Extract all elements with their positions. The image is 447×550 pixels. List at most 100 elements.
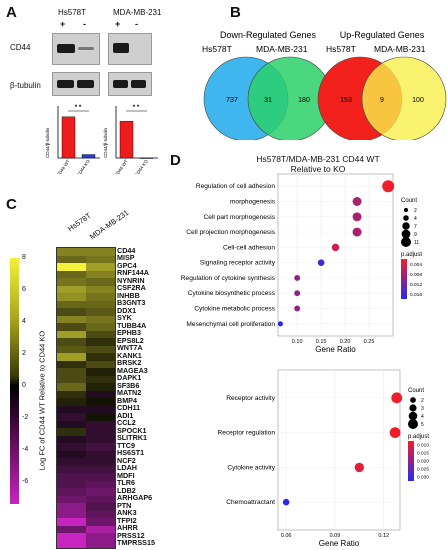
count-legend-dot xyxy=(410,397,416,403)
term-label: Regulation of cytokine synthesis xyxy=(181,275,276,282)
bar-cat: CD44 WT xyxy=(113,159,129,174)
heatmap-cell xyxy=(57,248,86,256)
colorbar-tick: -6 xyxy=(22,478,29,485)
heatmap-cell xyxy=(57,533,86,541)
heatmap-cell xyxy=(86,488,115,496)
term-label: Receptor activity xyxy=(226,395,275,402)
gene-label: CDH11 xyxy=(117,403,141,413)
count-legend-label: 4 xyxy=(421,414,424,420)
term-label: Cytokine metabolic process xyxy=(194,305,275,312)
count-legend-dot xyxy=(409,404,417,412)
count-legend-label: 4 xyxy=(414,216,417,222)
gene-label: AHRR xyxy=(117,523,138,533)
padj-legend-title: p.adjust xyxy=(408,434,429,440)
gene-label: MATN2 xyxy=(117,388,142,398)
heatmap-cell xyxy=(57,390,86,399)
gene-label: DDX1 xyxy=(117,305,137,315)
x-tick-label: 0.15 xyxy=(316,339,327,345)
term-dot xyxy=(352,197,362,206)
gene-label: ADI1 xyxy=(117,410,134,420)
term-dot xyxy=(294,305,301,312)
heatmap-cell xyxy=(57,308,86,316)
heatmap-cell xyxy=(57,293,86,301)
venn-up-right-label: MDA-MB-231 xyxy=(374,44,426,54)
gene-label: RNF144A xyxy=(117,268,149,278)
heatmap-cell xyxy=(57,315,86,324)
dotplot-top: 0.10 0.15 0.20 0.25 Gene Ratio Regulation of … xyxy=(181,173,422,354)
sig-stars: * * xyxy=(133,105,140,111)
term-dot xyxy=(317,259,325,266)
heatmap-cell xyxy=(57,458,86,466)
heatmap-cell xyxy=(57,450,86,459)
heatmap-cell xyxy=(86,353,115,361)
heatmap-cell xyxy=(86,450,115,459)
heatmap-cell xyxy=(86,270,115,279)
gene-label: TLR6 xyxy=(117,478,135,488)
venn-up-left-label: Hs578T xyxy=(326,44,356,54)
heatmap-cell xyxy=(86,360,115,369)
term-dot xyxy=(352,212,362,222)
heatmap-cell xyxy=(86,345,115,354)
heatmap-cell xyxy=(86,428,115,436)
heatmap-cell xyxy=(57,375,86,384)
count-legend-dot xyxy=(408,419,418,429)
heatmap-cell xyxy=(57,405,86,414)
bar-chart-hs578t: CD44/β-tubulin * * CD44 WT CD44 KO xyxy=(45,105,100,174)
padj-legend-label: 0.016 xyxy=(410,292,422,298)
heatmap-cell xyxy=(86,330,115,339)
term-label: Receptor regulation xyxy=(217,430,275,437)
heatmap-cell xyxy=(57,278,86,286)
gene-label: INHBB xyxy=(117,290,140,300)
count-legend-title: Count xyxy=(401,198,417,204)
heatmap-cell xyxy=(86,368,115,376)
gene-label: GPC4 xyxy=(117,260,137,270)
term-label: Chemoattractant xyxy=(226,499,275,506)
term-label: Signaling receptor activity xyxy=(200,260,276,267)
gene-label: PRSS12 xyxy=(117,530,145,540)
term-dot xyxy=(389,427,401,439)
gene-label: TTC9 xyxy=(117,440,135,450)
count-legend-label: 7 xyxy=(414,224,417,230)
heatmap-cell xyxy=(57,473,86,481)
term-label: Mesenchymal cell proliferation xyxy=(186,321,275,328)
lane-sign: - xyxy=(135,19,138,29)
heatmap-cell xyxy=(57,465,86,474)
colorbar-tick: 4 xyxy=(22,318,26,325)
bar-ylabel: CD44/β-tubulin xyxy=(103,127,108,158)
venn-down-left-count: 737 xyxy=(226,97,238,104)
padj-legend-label: 0.008 xyxy=(410,272,422,278)
bar-cat: CD44 WT xyxy=(55,159,71,174)
panel-d-label: D xyxy=(170,152,181,169)
count-legend-dot xyxy=(401,237,411,247)
count-legend-dot xyxy=(408,411,418,421)
heatmap-cell xyxy=(57,285,86,294)
gene-label: EPHB3 xyxy=(117,328,141,338)
heatmap-cell xyxy=(57,428,86,436)
colorbar xyxy=(10,258,19,504)
heatmap-cell xyxy=(86,473,115,481)
gene-label: MAGEA3 xyxy=(117,365,148,375)
bar-chart-mda: CD44/β-tubulin * * CD44 WT CD44 KO xyxy=(103,105,158,174)
gene-label: CCL2 xyxy=(117,418,136,428)
heatmap-cell xyxy=(86,315,115,324)
heatmap-cell xyxy=(57,368,86,376)
heatmap-cell xyxy=(86,458,115,466)
gene-label: NCF2 xyxy=(117,455,136,465)
heatmap-cell xyxy=(86,383,115,391)
gene-label: KANK1 xyxy=(117,350,142,360)
x-tick-label: 0.12 xyxy=(378,533,389,539)
row-label-cd44: CD44 xyxy=(10,43,31,52)
gene-label: MISP xyxy=(117,253,135,263)
gene-label: ANK3 xyxy=(117,508,137,518)
heatmap-cell xyxy=(57,345,86,354)
colorbar-tick: 0 xyxy=(22,382,26,389)
bar-cat: CD44 KO xyxy=(134,158,149,174)
count-legend-dot xyxy=(401,229,411,239)
padj-legend-label: 0.020 xyxy=(417,459,429,465)
colorbar-tick: 6 xyxy=(22,286,26,293)
heatmap-cell xyxy=(86,540,115,549)
bar-wt xyxy=(119,120,134,159)
venn-down-right-label: MDA-MB-231 xyxy=(256,44,308,54)
heatmap-cell xyxy=(86,525,115,534)
gene-label: LDB2 xyxy=(117,485,136,495)
